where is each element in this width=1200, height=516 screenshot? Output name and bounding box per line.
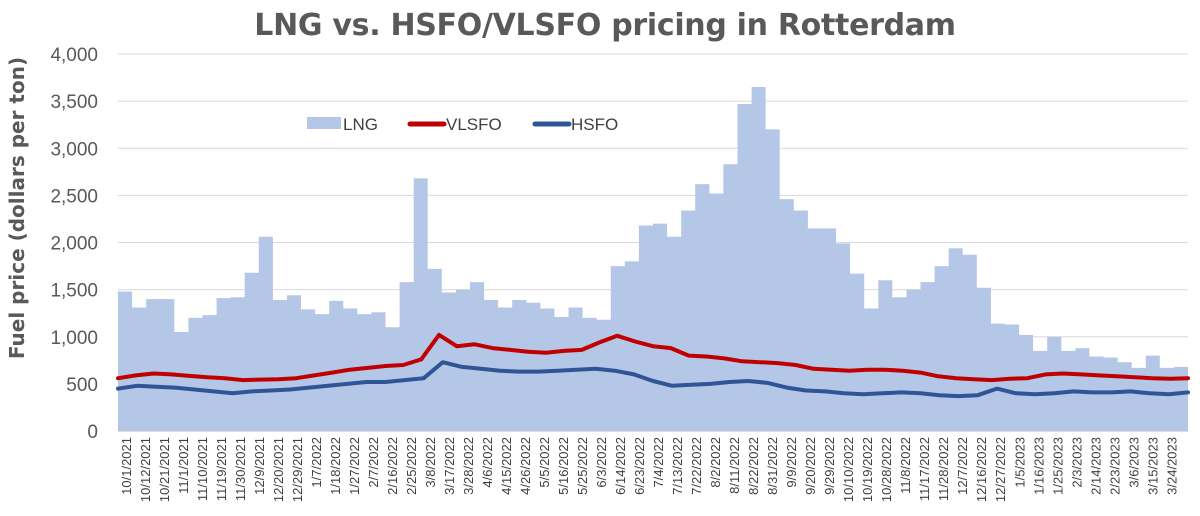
x-tick-label: 11/28/2022	[936, 437, 951, 501]
x-tick-label: 10/19/2022	[860, 437, 875, 502]
area-layer	[118, 87, 1188, 431]
y-tick-label: 1,000	[50, 328, 98, 349]
y-tick-label: 3,500	[50, 92, 98, 113]
x-tick-label: 3/6/2023	[1126, 437, 1141, 488]
legend-label-hsfo: HSFO	[571, 115, 618, 134]
x-tick-label: 11/8/2022	[898, 437, 913, 494]
x-tick-label: 3/28/2022	[461, 437, 476, 495]
x-tick-label: 11/1/2021	[176, 437, 191, 494]
legend-label-vlsfo: VLSFO	[446, 115, 502, 134]
x-tick-label: 8/31/2022	[765, 437, 780, 495]
y-tick-label: 2,000	[50, 234, 98, 255]
x-tick-label: 1/18/2022	[328, 437, 343, 495]
x-tick-label: 4/26/2022	[518, 437, 533, 495]
x-tick-label: 4/15/2022	[499, 437, 514, 495]
chart-title: LNG vs. HSFO/VLSFO pricing in Rotterdam	[254, 8, 956, 43]
x-tick-label: 9/20/2022	[803, 437, 818, 495]
x-tick-label: 7/4/2022	[651, 437, 666, 488]
line-layer	[116, 332, 1190, 399]
x-tick-label: 12/16/2022	[974, 437, 989, 502]
y-tick-label: 0	[87, 422, 98, 443]
x-tick-label: 2/3/2023	[1069, 437, 1084, 488]
y-tick-label: 3,000	[50, 139, 98, 160]
legend: LNG VLSFO HSFO	[307, 115, 618, 134]
x-tick-label: 1/16/2023	[1031, 437, 1046, 495]
x-tick-label: 10/28/2022	[879, 437, 894, 502]
x-tick-label: 2/7/2022	[366, 437, 381, 488]
y-axis: 0 500 1,000 1,500 2,000 2,500 3,000 3,500 4,000	[50, 45, 98, 443]
x-tick-label: 7/22/2022	[689, 437, 704, 495]
x-tick-label: 12/20/2021	[271, 437, 286, 502]
x-tick-label: 10/12/2021	[138, 437, 153, 502]
legend-swatch-lng	[307, 117, 341, 129]
x-tick-label: 2/14/2023	[1088, 437, 1103, 495]
x-tick-label: 1/27/2022	[347, 437, 362, 495]
x-tick-label: 8/22/2022	[746, 437, 761, 495]
x-tick-label: 11/19/2021	[214, 437, 229, 501]
x-tick-label: 11/30/2021	[233, 437, 248, 501]
x-tick-label: 3/17/2022	[442, 437, 457, 495]
x-tick-label: 11/10/2021	[195, 437, 210, 501]
x-tick-label: 12/29/2021	[290, 437, 305, 502]
x-tick-label: 5/5/2022	[537, 437, 552, 488]
x-tick-label: 6/14/2022	[613, 437, 628, 495]
x-tick-label: 8/11/2022	[727, 437, 742, 494]
x-tick-label: 12/9/2021	[252, 437, 267, 495]
x-tick-label: 5/25/2022	[575, 437, 590, 495]
x-tick-label: 12/27/2022	[993, 437, 1008, 502]
x-tick-label: 5/16/2022	[556, 437, 571, 495]
x-tick-label: 4/6/2022	[480, 437, 495, 488]
series-line-hsfo	[116, 360, 1190, 399]
y-tick-label: 4,000	[50, 45, 98, 66]
series-line-vlsfo	[116, 332, 1190, 383]
x-tick-label: 10/21/2021	[157, 437, 172, 502]
x-tick-label: 10/10/2022	[841, 437, 856, 502]
x-tick-label: 6/23/2022	[632, 437, 647, 495]
x-tick-label: 9/9/2022	[784, 437, 799, 488]
series-area-lng	[118, 87, 1188, 431]
x-tick-label: 3/24/2023	[1164, 437, 1179, 495]
x-tick-label: 1/25/2023	[1050, 437, 1065, 495]
x-tick-label: 3/15/2023	[1145, 437, 1160, 495]
y-axis-label: Fuel price (dollars per ton)	[5, 57, 29, 359]
x-tick-label: 12/7/2022	[955, 437, 970, 495]
x-tick-label: 2/23/2023	[1107, 437, 1122, 495]
x-tick-label: 9/29/2022	[822, 437, 837, 495]
x-tick-label: 8/2/2022	[708, 437, 723, 488]
x-tick-label: 1/5/2023	[1012, 437, 1027, 488]
x-tick-label: 11/17/2022	[917, 437, 932, 501]
x-axis: 10/1/2021 10/12/2021 10/21/2021 11/1/2021 11…	[118, 430, 1188, 502]
x-tick-label: 2/25/2022	[404, 437, 419, 495]
y-tick-label: 500	[66, 375, 98, 396]
x-tick-label: 1/7/2022	[309, 437, 324, 488]
x-tick-label: 7/13/2022	[670, 437, 685, 495]
x-tick-label: 2/16/2022	[385, 437, 400, 495]
x-tick-label: 10/1/2021	[119, 437, 134, 495]
y-tick-label: 1,500	[50, 281, 98, 302]
x-tick-label: 3/8/2022	[423, 437, 438, 488]
legend-label-lng: LNG	[343, 115, 378, 134]
x-tick-label: 6/3/2022	[594, 437, 609, 488]
y-tick-label: 2,500	[50, 186, 98, 207]
